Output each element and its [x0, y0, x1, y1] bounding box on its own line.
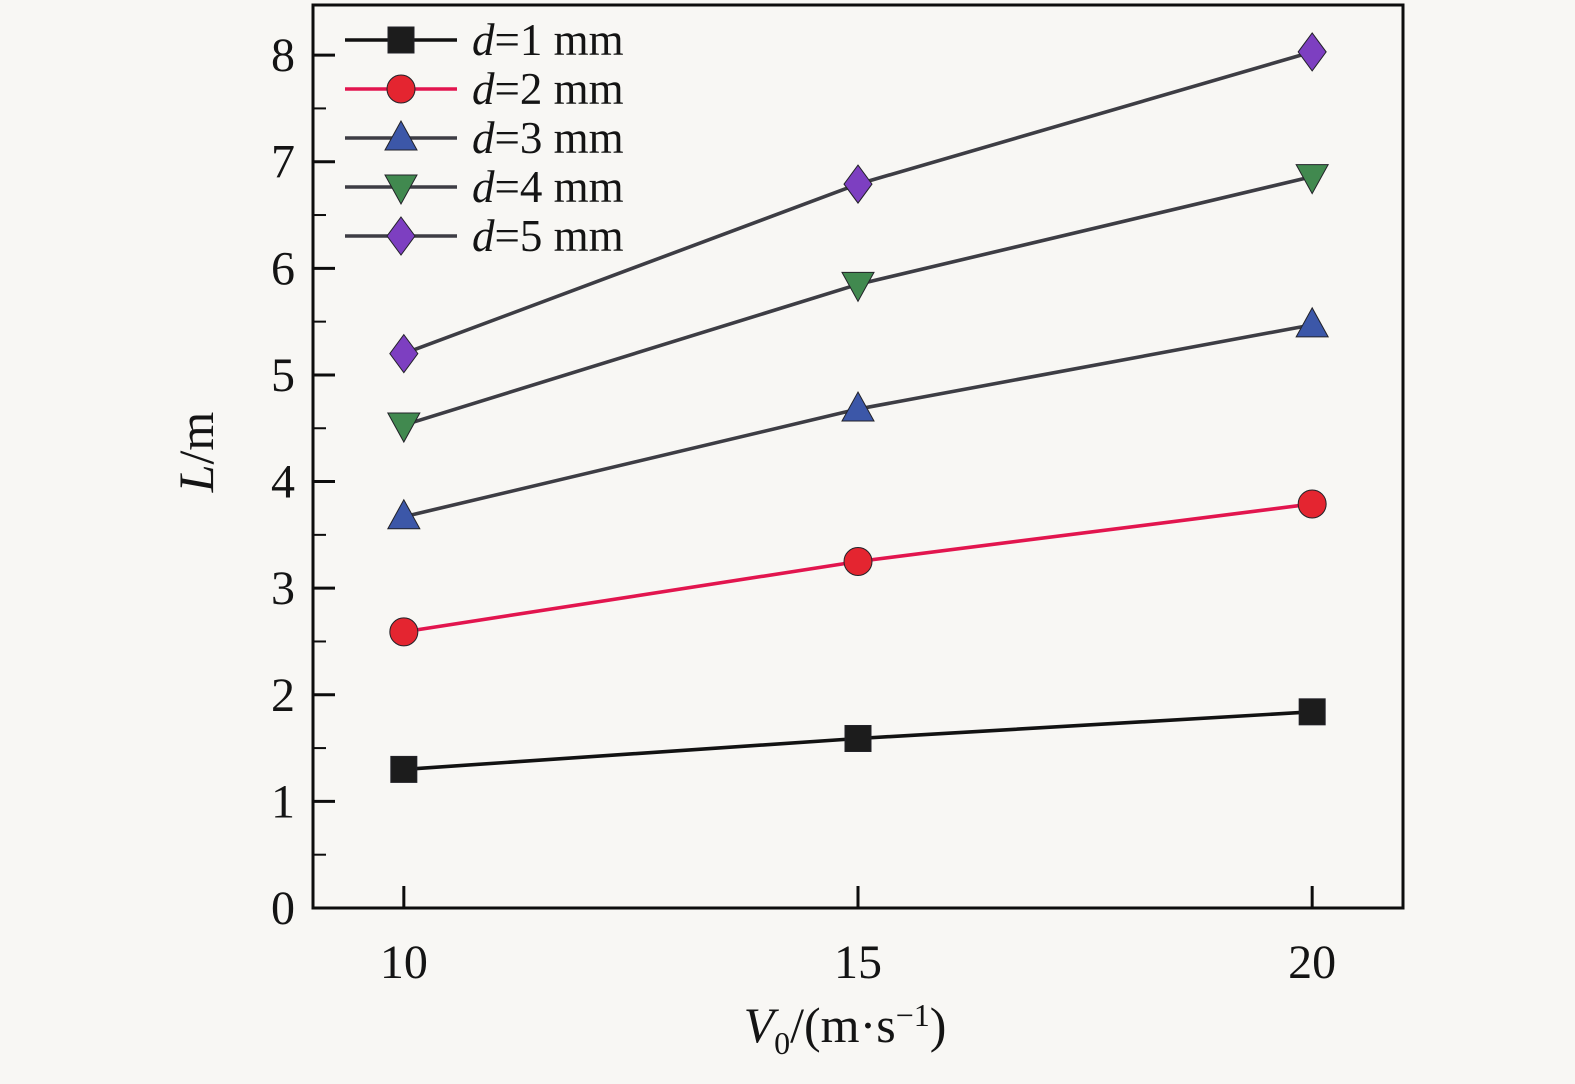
y-tick-label: 2 — [271, 669, 295, 722]
legend-label-var: d — [472, 211, 495, 261]
series-d-2-mm — [389, 489, 1327, 647]
y-tick-label: 4 — [271, 456, 295, 509]
marker-circle-icon — [389, 617, 419, 647]
legend-label-var: d — [472, 113, 495, 163]
marker-triangle-up-icon — [386, 498, 421, 530]
series-d-5-mm — [389, 32, 1327, 374]
y-axis-ticks: 0 1 2 3 4 5 6 7 8 — [271, 29, 335, 935]
marker-square-icon — [390, 755, 418, 783]
marker-square-icon — [1298, 698, 1326, 726]
chart-series — [386, 32, 1330, 783]
y-tick-label: 0 — [271, 882, 295, 935]
legend-label: d=1 mm — [472, 15, 624, 65]
legend-item: d=5 mm — [345, 211, 624, 261]
marker-square-icon — [844, 724, 872, 752]
y-axis-title-unit: /m — [168, 412, 224, 465]
legend-label-value: =1 mm — [495, 15, 624, 65]
legend-label: d=3 mm — [472, 113, 624, 163]
legend-label-value: =4 mm — [495, 162, 624, 212]
legend-label: d=5 mm — [472, 211, 624, 261]
y-tick-label: 8 — [271, 29, 295, 82]
x-axis-title-subscript: 0 — [774, 1025, 790, 1061]
x-axis-title-exponent: −1 — [896, 997, 930, 1033]
legend-label-value: =5 mm — [495, 211, 624, 261]
marker-circle-icon — [843, 547, 873, 577]
y-tick-label: 3 — [271, 562, 295, 615]
marker-triangle-down-icon — [1295, 164, 1330, 195]
x-tick-label: 20 — [1288, 936, 1336, 989]
legend-label-var: d — [472, 15, 495, 65]
marker-circle-icon — [386, 74, 416, 104]
x-axis-title-close: ) — [930, 997, 947, 1053]
legend-label-value: =2 mm — [495, 64, 624, 114]
marker-diamond-icon — [1297, 32, 1327, 72]
y-tick-label: 7 — [271, 136, 295, 189]
marker-diamond-icon — [389, 333, 419, 374]
chart-legend: d=1 mmd=2 mmd=3 mmd=4 mmd=5 mm — [345, 15, 624, 261]
marker-triangle-up-icon — [1295, 306, 1330, 338]
y-tick-label: 6 — [271, 242, 295, 295]
legend-label-var: d — [472, 162, 495, 212]
legend-label: d=4 mm — [472, 162, 624, 212]
legend-item: d=1 mm — [345, 15, 624, 65]
legend-item: d=4 mm — [345, 162, 624, 212]
marker-diamond-icon — [386, 216, 416, 256]
x-axis-ticks: 10 15 20 — [380, 886, 1336, 989]
legend-item: d=3 mm — [345, 113, 624, 163]
series-d-1-mm — [390, 698, 1326, 783]
marker-triangle-up-icon — [384, 119, 418, 151]
marker-triangle-down-icon — [386, 412, 421, 444]
legend-label: d=2 mm — [472, 64, 624, 114]
x-axis-title: V0/(m·s−1) — [744, 997, 947, 1061]
y-axis-title: L/m — [168, 412, 224, 494]
x-axis-title-unit: /(m·s — [790, 997, 896, 1053]
y-axis-title-var: L — [168, 464, 224, 493]
x-axis-title-var: V — [744, 997, 780, 1053]
y-tick-label: 5 — [271, 349, 295, 402]
marker-triangle-down-icon — [841, 271, 875, 303]
legend-label-value: =3 mm — [495, 113, 624, 163]
legend-label-var: d — [472, 64, 495, 114]
marker-triangle-up-icon — [841, 391, 875, 422]
y-tick-label: 1 — [271, 775, 295, 828]
marker-circle-icon — [1297, 489, 1327, 519]
legend-item: d=2 mm — [345, 64, 624, 114]
x-tick-label: 15 — [834, 936, 882, 989]
x-tick-label: 10 — [380, 936, 428, 989]
series-d-4-mm — [386, 164, 1330, 444]
marker-diamond-icon — [843, 164, 873, 204]
series-d-3-mm — [386, 306, 1330, 530]
marker-square-icon — [387, 26, 415, 54]
marker-triangle-down-icon — [384, 174, 418, 206]
